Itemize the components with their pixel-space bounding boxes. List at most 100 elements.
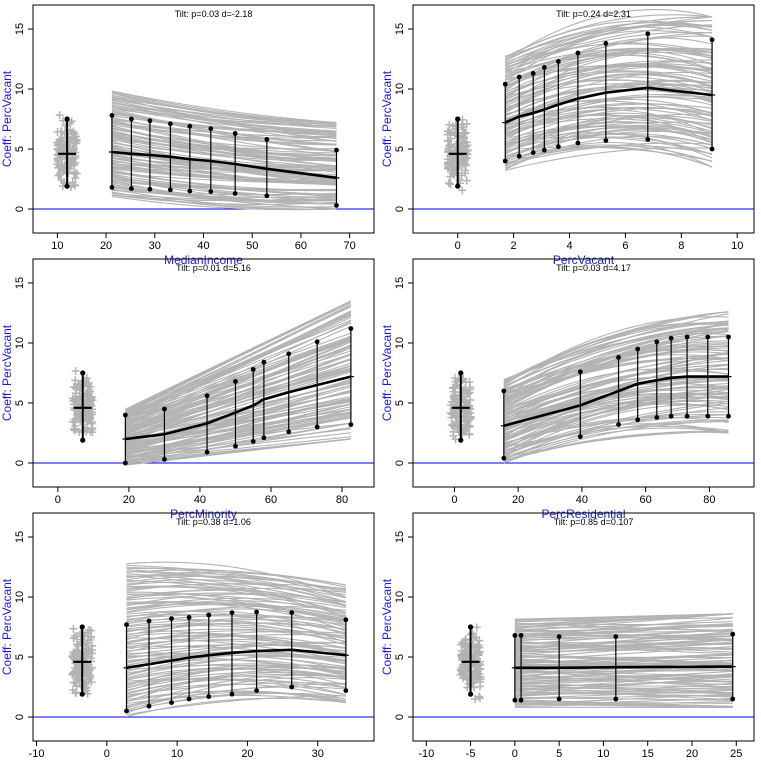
x-axis-title: MedianIncome [164,253,243,267]
reference-plus-mark [473,674,482,683]
bootstrap-curve [111,94,337,140]
interval-lower-point [229,691,235,697]
reference-plus-mark [475,636,484,645]
y-tick-label: 5 [14,400,26,406]
bootstrap-curve [503,341,729,392]
reference-upper-point [458,370,464,376]
reference-plus-mark [476,694,484,703]
bootstrap-curves [503,311,729,464]
reference-plus-mark [73,645,82,654]
x-tick-label: 8 [678,240,684,252]
bootstrap-curve [126,655,346,676]
bootstrap-curve [514,652,733,667]
interval-upper-point [334,147,339,153]
bootstrap-curve [125,359,352,428]
bootstrap-curve [504,31,713,73]
bootstrap-curve [503,327,729,387]
bootstrap-curve [125,403,352,445]
reference-plus-mark [452,419,461,428]
bootstrap-curve [125,332,352,413]
bootstrap-curve [126,567,347,603]
bootstrap-curve [505,125,713,140]
tilt-annotation: Tilt: p=0.85 d=0.107 [554,517,634,527]
interval-upper-point [167,121,173,127]
bootstrap-curve [503,323,729,391]
reference-plus-mark [86,383,95,391]
reference-plus-mark [474,672,483,681]
bootstrap-curve [126,610,347,636]
interval-upper-point [162,406,167,412]
interval-lower-point [343,688,349,693]
bootstrap-curve [126,586,347,618]
chart-panel-5: -100102030051015PercCommercialCoeff: Per… [0,512,375,760]
bootstrap-curve [111,136,337,168]
reference-lower-point [64,183,70,189]
reference-plus-mark [58,137,67,146]
reference-plus-mark [450,374,459,383]
bootstrap-curve [514,659,733,672]
x-tick-label: 0 [55,494,61,506]
bootstrap-curve [505,145,713,164]
bootstrap-curve [126,575,347,613]
bootstrap-curves [111,90,337,211]
tilt-annotation: Tilt: p=0.03 d=4.17 [556,263,631,273]
bootstrap-curve [126,561,347,598]
y-tick-label: 10 [14,83,26,95]
reference-lower-point [79,691,85,697]
x-tick-label: -10 [418,748,434,760]
interval-lower-point [208,189,214,195]
reference-plus-mark [473,642,482,651]
bootstrap-curve [126,591,347,626]
x-tick-label: 50 [246,240,258,252]
bootstrap-curve [125,339,352,419]
interval-upper-point [261,359,267,365]
bootstrap-curve [504,76,713,105]
bootstrap-curve [111,104,337,133]
bootstrap-curve [503,416,729,445]
bootstrap-curve [505,70,713,93]
reference-plus-mark [69,383,78,392]
reference-plus-mark [54,171,63,180]
reference-plus-mark [57,176,66,184]
bootstrap-curve [503,395,729,439]
interval-upper-point [208,126,214,131]
bootstrap-curve [125,432,351,459]
reference-lower-point [455,183,461,189]
interval-lower-point [684,413,690,419]
interval-lower-point [286,429,292,435]
interval-lower-point [232,191,238,196]
reference-plus-mark [462,153,471,162]
interval-upper-point [232,131,238,136]
interval-lower-point [122,460,128,466]
bootstrap-curve [126,571,347,603]
bootstrap-curve [503,414,729,452]
x-tick-label: 5 [556,748,562,760]
reference-plus-mark [80,376,89,385]
reference-plus-mark [61,165,70,174]
bootstrap-curve [505,88,713,109]
bootstrap-curve [125,336,352,430]
interval-upper-point [169,616,174,621]
interval-lower-point [334,203,339,208]
interval-upper-point [187,123,193,129]
reference-plus-mark [464,416,473,425]
y-tick-label: 5 [394,146,406,152]
bootstrap-curve [126,683,346,708]
bootstrap-curve [126,573,347,599]
bootstrap-curve [505,43,713,66]
interval-upper-point [635,346,641,352]
bootstrap-curve [514,699,733,707]
bootstrap-curve [514,617,733,622]
reference-upper-point [64,116,70,122]
bootstrap-curve [111,127,337,157]
y-tick-label: 10 [14,591,26,603]
bootstrap-curve [514,658,733,671]
bootstrap-curve [126,652,346,668]
bootstrap-curve [126,618,347,641]
plot-area [413,311,754,464]
interval-upper-point [229,610,235,615]
reference-plus-mark [462,675,471,684]
interval-lower-point [603,138,609,144]
bootstrap-curve [504,14,713,58]
bootstrap-curve [111,90,337,124]
